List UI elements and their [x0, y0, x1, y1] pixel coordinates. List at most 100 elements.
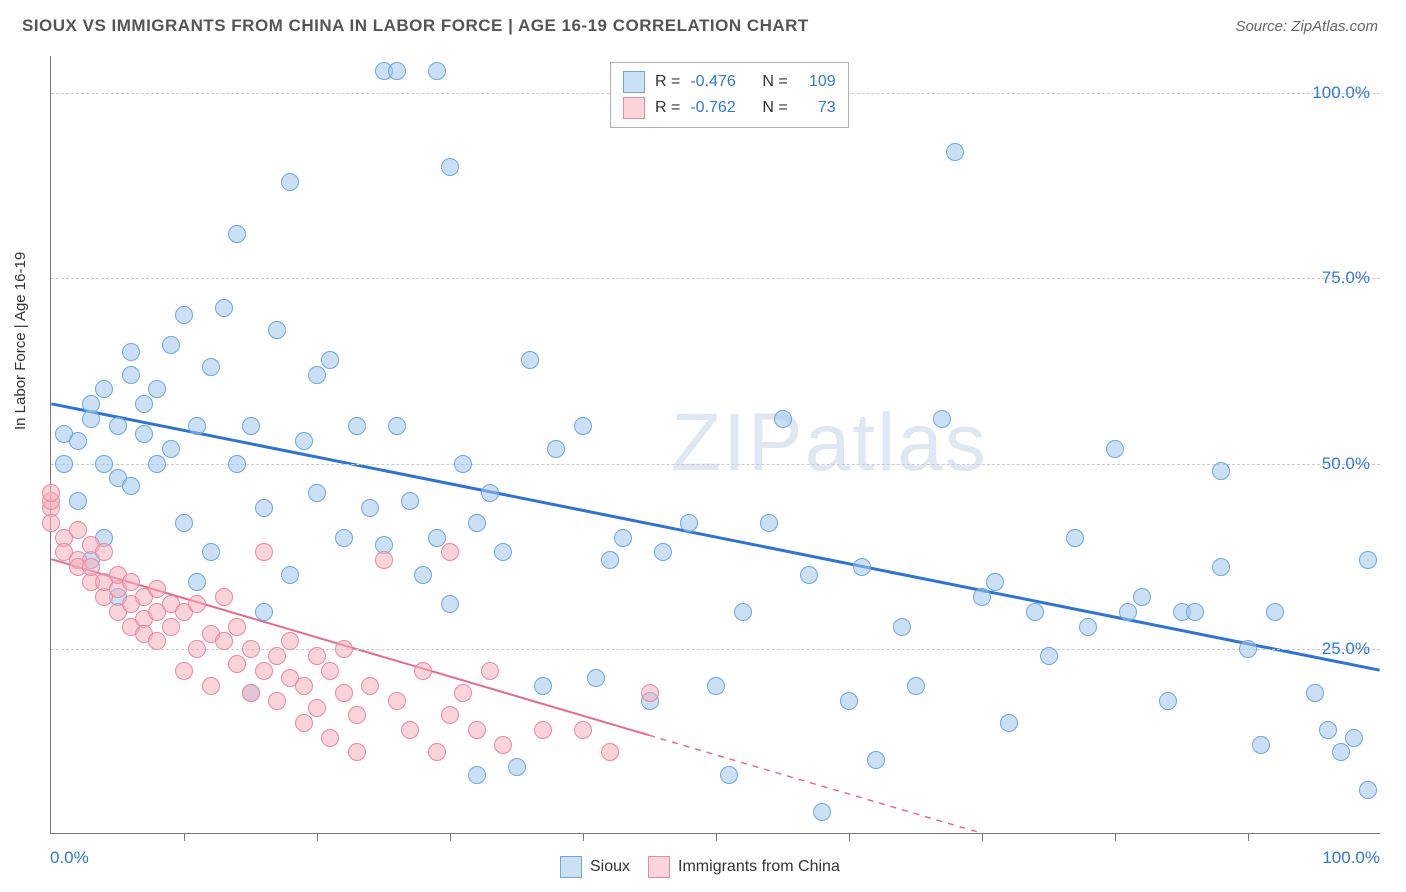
data-point — [255, 499, 273, 517]
data-point — [295, 714, 313, 732]
legend-row: R = -0.762 N = 73 — [623, 95, 836, 121]
data-point — [361, 677, 379, 695]
data-point — [202, 358, 220, 376]
data-point — [95, 543, 113, 561]
data-point — [521, 351, 539, 369]
data-point — [321, 351, 339, 369]
data-point — [534, 677, 552, 695]
data-point — [414, 566, 432, 584]
data-point — [335, 684, 353, 702]
data-point — [1026, 603, 1044, 621]
gridline — [51, 278, 1380, 279]
data-point — [95, 380, 113, 398]
data-point — [281, 173, 299, 191]
x-tick-mark — [849, 833, 850, 841]
data-point — [175, 514, 193, 532]
data-point — [122, 343, 140, 361]
data-point — [308, 647, 326, 665]
data-point — [175, 662, 193, 680]
data-point — [295, 677, 313, 695]
data-point — [82, 395, 100, 413]
data-point — [574, 417, 592, 435]
data-point — [148, 580, 166, 598]
data-point — [1212, 558, 1230, 576]
data-point — [641, 684, 659, 702]
r-value: -0.476 — [690, 73, 752, 91]
data-point — [441, 543, 459, 561]
y-axis-label: In Labor Force | Age 16-19 — [12, 252, 29, 430]
data-point — [335, 529, 353, 547]
data-point — [255, 543, 273, 561]
data-point — [361, 499, 379, 517]
y-tick-label: 75.0% — [1322, 268, 1370, 288]
data-point — [614, 529, 632, 547]
data-point — [907, 677, 925, 695]
data-point — [428, 529, 446, 547]
gridline — [51, 464, 1380, 465]
data-point — [69, 521, 87, 539]
data-point — [1359, 551, 1377, 569]
data-point — [135, 425, 153, 443]
data-point — [69, 492, 87, 510]
data-point — [867, 751, 885, 769]
data-point — [481, 484, 499, 502]
data-point — [188, 640, 206, 658]
data-point — [255, 662, 273, 680]
y-tick-label: 50.0% — [1322, 454, 1370, 474]
data-point — [428, 62, 446, 80]
x-tick-mark — [317, 833, 318, 841]
data-point — [574, 721, 592, 739]
data-point — [401, 721, 419, 739]
legend-swatch — [623, 71, 645, 93]
data-point — [215, 299, 233, 317]
data-point — [481, 662, 499, 680]
data-point — [69, 432, 87, 450]
data-point — [242, 417, 260, 435]
data-point — [215, 588, 233, 606]
data-point — [760, 514, 778, 532]
r-label: R = — [655, 99, 680, 117]
legend-correlation-box: R =-0.476N =109 R = -0.762 N = 73 — [610, 62, 849, 128]
data-point — [348, 743, 366, 761]
data-point — [1266, 603, 1284, 621]
data-point — [1186, 603, 1204, 621]
r-value: -0.762 — [690, 99, 752, 117]
x-tick-mark — [184, 833, 185, 841]
legend-row: R =-0.476N =109 — [623, 69, 836, 95]
data-point — [268, 647, 286, 665]
data-point — [122, 573, 140, 591]
data-point — [720, 766, 738, 784]
data-point — [1119, 603, 1137, 621]
data-point — [547, 440, 565, 458]
n-value: 73 — [798, 99, 836, 117]
data-point — [680, 514, 698, 532]
data-point — [534, 721, 552, 739]
data-point — [109, 417, 127, 435]
data-point — [1332, 743, 1350, 761]
data-point — [1239, 640, 1257, 658]
n-label: N = — [762, 99, 787, 117]
data-point — [494, 543, 512, 561]
data-point — [175, 306, 193, 324]
data-point — [587, 669, 605, 687]
data-point — [202, 677, 220, 695]
data-point — [228, 225, 246, 243]
data-point — [441, 595, 459, 613]
data-point — [428, 743, 446, 761]
swatch-sioux — [560, 856, 582, 878]
n-value: 109 — [798, 73, 836, 91]
data-point — [188, 417, 206, 435]
data-point — [42, 514, 60, 532]
data-point — [468, 721, 486, 739]
data-point — [148, 455, 166, 473]
data-point — [893, 618, 911, 636]
data-point — [135, 395, 153, 413]
data-point — [813, 803, 831, 821]
legend-label-china: Immigrants from China — [678, 858, 840, 876]
data-point — [774, 410, 792, 428]
data-point — [162, 618, 180, 636]
data-point — [973, 588, 991, 606]
data-point — [454, 455, 472, 473]
data-point — [162, 440, 180, 458]
data-point — [188, 573, 206, 591]
